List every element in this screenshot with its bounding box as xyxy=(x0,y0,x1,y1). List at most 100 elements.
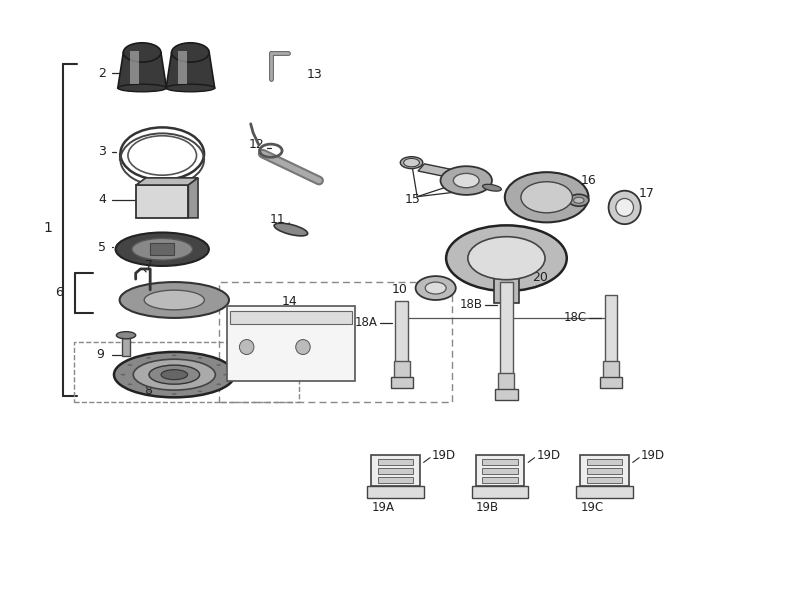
Ellipse shape xyxy=(133,359,215,390)
Bar xyxy=(476,455,524,487)
Ellipse shape xyxy=(161,370,187,380)
Polygon shape xyxy=(528,185,566,209)
Text: 1: 1 xyxy=(44,221,52,235)
Bar xyxy=(371,455,420,487)
Bar xyxy=(587,460,622,466)
Text: 16: 16 xyxy=(580,174,596,187)
Bar xyxy=(499,373,515,391)
Text: 3: 3 xyxy=(98,145,106,158)
Bar xyxy=(587,478,622,484)
Text: Save Water: Save Water xyxy=(270,314,311,319)
Ellipse shape xyxy=(119,282,229,318)
Ellipse shape xyxy=(216,364,221,366)
Bar xyxy=(394,361,410,379)
Text: 12: 12 xyxy=(249,138,264,151)
Polygon shape xyxy=(136,178,198,185)
Bar xyxy=(391,377,413,388)
Ellipse shape xyxy=(400,157,423,169)
Ellipse shape xyxy=(115,233,209,266)
Ellipse shape xyxy=(569,194,589,206)
Text: 19D: 19D xyxy=(432,449,456,462)
Ellipse shape xyxy=(128,364,132,366)
Bar xyxy=(472,487,528,498)
Bar xyxy=(483,469,518,475)
Ellipse shape xyxy=(116,332,136,339)
Polygon shape xyxy=(130,52,139,84)
Text: 20: 20 xyxy=(532,271,548,284)
Bar xyxy=(219,282,452,401)
Bar xyxy=(603,361,619,379)
Ellipse shape xyxy=(120,374,125,376)
Ellipse shape xyxy=(295,340,310,355)
Ellipse shape xyxy=(172,393,177,395)
Ellipse shape xyxy=(240,340,254,355)
Text: 5: 5 xyxy=(98,241,106,254)
Ellipse shape xyxy=(416,276,456,300)
Text: 18A: 18A xyxy=(355,316,378,329)
Text: 15: 15 xyxy=(405,193,421,206)
Ellipse shape xyxy=(505,172,588,223)
Text: 10: 10 xyxy=(391,283,408,296)
Bar xyxy=(395,301,408,364)
Text: 6: 6 xyxy=(56,286,63,299)
Ellipse shape xyxy=(425,282,446,294)
Ellipse shape xyxy=(114,352,235,397)
Text: 19D: 19D xyxy=(536,449,560,462)
Ellipse shape xyxy=(149,365,199,384)
Bar xyxy=(150,243,174,255)
Ellipse shape xyxy=(216,383,221,385)
Ellipse shape xyxy=(441,166,492,195)
Bar xyxy=(136,185,188,218)
Ellipse shape xyxy=(274,223,307,236)
Text: 19D: 19D xyxy=(641,449,665,462)
Ellipse shape xyxy=(608,191,641,224)
Text: 19B: 19B xyxy=(476,501,499,514)
Text: 8: 8 xyxy=(144,384,153,397)
Polygon shape xyxy=(118,52,166,88)
Bar xyxy=(483,460,518,466)
Text: 19A: 19A xyxy=(371,501,395,514)
Bar xyxy=(604,295,617,364)
Text: 13: 13 xyxy=(307,68,323,81)
Ellipse shape xyxy=(172,355,177,356)
Text: 14: 14 xyxy=(282,295,297,308)
Polygon shape xyxy=(418,164,454,177)
Ellipse shape xyxy=(404,158,420,167)
Text: 19C: 19C xyxy=(580,501,604,514)
Ellipse shape xyxy=(146,357,151,359)
Bar xyxy=(576,487,633,498)
Ellipse shape xyxy=(521,182,572,213)
Polygon shape xyxy=(483,246,530,270)
Bar xyxy=(230,311,352,324)
Text: 2: 2 xyxy=(98,67,106,80)
Bar xyxy=(122,335,130,356)
Ellipse shape xyxy=(446,226,567,291)
Bar xyxy=(494,267,520,303)
Bar xyxy=(378,478,413,484)
Text: 4: 4 xyxy=(98,193,106,206)
Ellipse shape xyxy=(483,184,501,191)
Ellipse shape xyxy=(144,290,204,310)
Polygon shape xyxy=(178,52,187,84)
Ellipse shape xyxy=(468,236,545,280)
Text: 11: 11 xyxy=(270,213,285,226)
Bar xyxy=(600,377,622,388)
Bar xyxy=(367,487,424,498)
Ellipse shape xyxy=(224,374,228,376)
Text: 18B: 18B xyxy=(459,298,483,311)
Ellipse shape xyxy=(454,173,479,188)
Ellipse shape xyxy=(118,84,166,92)
Ellipse shape xyxy=(128,383,132,385)
Text: 17: 17 xyxy=(638,187,654,200)
Ellipse shape xyxy=(123,43,161,62)
Polygon shape xyxy=(166,52,215,88)
Text: 7: 7 xyxy=(144,259,153,272)
Polygon shape xyxy=(470,239,542,277)
Polygon shape xyxy=(532,188,562,206)
Ellipse shape xyxy=(574,197,584,203)
Ellipse shape xyxy=(172,43,209,62)
Bar xyxy=(73,342,299,401)
Bar xyxy=(378,460,413,466)
Polygon shape xyxy=(188,178,198,218)
Text: 9: 9 xyxy=(96,349,104,361)
